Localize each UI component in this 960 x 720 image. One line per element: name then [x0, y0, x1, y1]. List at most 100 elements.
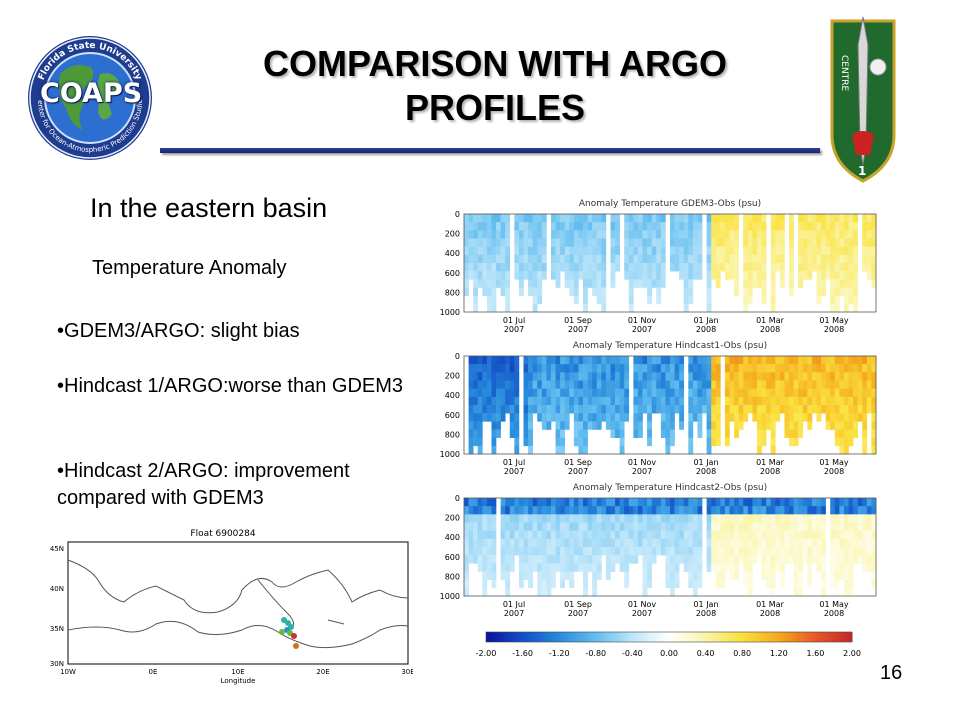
heatmap-cell: [473, 498, 479, 507]
heatmap-cell: [473, 279, 479, 288]
heatmap-cell: [615, 421, 620, 430]
heatmap-cell: [596, 263, 602, 272]
colorbar-segment: [672, 632, 676, 642]
heatmap-cell: [500, 514, 506, 523]
y-tick-label: 800: [445, 430, 460, 439]
heatmap-cell: [482, 372, 488, 381]
heatmap-cell: [857, 506, 863, 515]
heatmap-cell: [706, 429, 712, 438]
heatmap-cell: [752, 530, 758, 540]
heatmap-cell: [779, 405, 785, 414]
colorbar-segment: [777, 632, 781, 642]
heatmap-cell: [871, 246, 877, 256]
heatmap-cell: [807, 222, 813, 231]
heatmap-cell: [592, 388, 598, 398]
heatmap-cell: [482, 413, 488, 422]
heatmap-cell: [633, 230, 639, 239]
heatmap-cell: [670, 555, 675, 564]
heatmap-cell: [853, 429, 858, 438]
heatmap-cell: [715, 413, 721, 422]
heatmap-cell: [578, 421, 584, 430]
heatmap-cell: [688, 530, 694, 540]
heatmap-cell: [798, 555, 804, 564]
heatmap-cell: [473, 303, 479, 313]
heatmap-cell: [830, 514, 836, 523]
heatmap-cell: [807, 254, 813, 264]
heatmap-cell: [752, 388, 758, 398]
heatmap-cell: [532, 222, 538, 231]
heatmap-cell: [624, 530, 630, 540]
heatmap-cell: [482, 522, 488, 531]
heatmap-cell: [619, 413, 625, 422]
svg-text:30E: 30E: [401, 668, 413, 676]
heatmap-cell: [674, 538, 680, 548]
heatmap-cell: [802, 522, 808, 531]
heatmap-cell: [491, 579, 497, 589]
heatmap-cell: [834, 279, 840, 288]
colorbar-segment: [507, 632, 511, 642]
heatmap-cell: [734, 563, 739, 572]
heatmap-cell: [715, 396, 721, 406]
heatmap-cell: [848, 238, 854, 247]
heatmap-cell: [711, 396, 717, 406]
colorbar-segment: [669, 632, 673, 642]
colorbar-segment: [696, 632, 700, 642]
heatmap-cell: [729, 413, 735, 422]
heatmap-cell: [583, 571, 588, 580]
heatmap-cell: [578, 230, 584, 239]
heatmap-cell: [789, 214, 794, 223]
heatmap-cell: [528, 238, 533, 247]
heatmap-cell: [592, 530, 598, 540]
heatmap-cell: [789, 498, 794, 507]
heatmap-cell: [592, 396, 598, 406]
heatmap-cell: [610, 429, 616, 438]
heatmap-cell: [573, 372, 579, 381]
heatmap-cell: [541, 547, 547, 556]
heatmap-cell: [761, 563, 767, 572]
heatmap-cell: [743, 538, 749, 548]
heatmap-cell: [555, 222, 561, 231]
x-tick-label: 01 Mar: [756, 458, 785, 467]
heatmap-cell: [679, 522, 685, 531]
heatmap-cell: [647, 246, 652, 256]
heatmap-cell: [756, 271, 762, 280]
heatmap-cell: [592, 587, 598, 597]
heatmap-cell: [770, 547, 776, 556]
heatmap-cell: [610, 380, 616, 389]
heatmap-cell: [665, 530, 671, 540]
heatmap-cell: [724, 421, 730, 430]
heatmap-cell: [660, 421, 666, 430]
heatmap-cell: [811, 522, 817, 531]
heatmap-cell: [839, 421, 845, 430]
heatmap-cell: [734, 421, 739, 430]
heatmap-cell: [766, 356, 772, 365]
heatmap-cell: [834, 563, 840, 572]
heatmap-cell: [592, 538, 598, 548]
heatmap-cell: [839, 445, 845, 455]
heatmap-cell: [674, 263, 680, 272]
heatmap-cell: [578, 445, 584, 455]
heatmap-cell: [660, 254, 666, 264]
heatmap-cell: [766, 413, 772, 422]
heatmap-cell: [752, 547, 758, 556]
heatmap-cell: [756, 405, 762, 414]
colorbar-segment: [489, 632, 493, 642]
heatmap-cell: [724, 413, 730, 422]
heatmap-cell: [523, 421, 529, 430]
heatmap-cell: [660, 506, 666, 515]
heatmap-cell: [578, 396, 584, 406]
heatmap-cell: [848, 522, 854, 531]
heatmap-cell: [697, 405, 703, 414]
heatmap-cell: [825, 380, 831, 389]
heatmap-cell: [505, 271, 511, 280]
heatmap-cell: [637, 380, 643, 389]
heatmap-cell: [770, 571, 776, 580]
heatmap-cell: [482, 571, 488, 580]
heatmap-cell: [720, 214, 726, 223]
heatmap-cell: [486, 271, 492, 280]
colorbar-segment: [648, 632, 652, 642]
colorbar-segment: [657, 632, 661, 642]
heatmap-cell: [587, 271, 593, 280]
heatmap-cell: [871, 429, 877, 438]
heatmap-cell: [821, 230, 826, 239]
